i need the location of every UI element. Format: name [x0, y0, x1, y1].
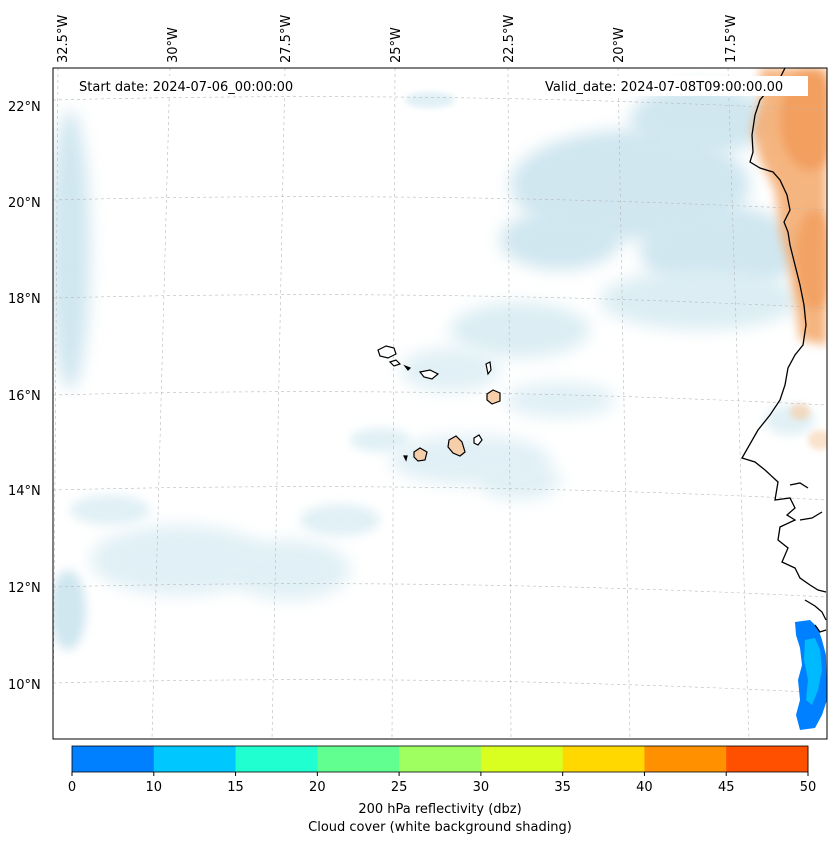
- lon-label: 22.5°W: [502, 15, 517, 63]
- colorbar-border: [71, 745, 809, 773]
- colorbar-tick-label: 40: [636, 780, 653, 795]
- colorbar-sublabel: Cloud cover (white background shading): [308, 820, 572, 835]
- colorbar-segment: [562, 746, 645, 772]
- lat-label: 12°N: [8, 581, 41, 596]
- colorbar-tick-label: 15: [227, 780, 244, 795]
- colorbar-tick-label: 30: [473, 780, 490, 795]
- latitude-labels: 22°N 20°N 18°N 16°N 14°N 12°N 10°N: [8, 100, 41, 693]
- graticule: [53, 68, 827, 739]
- colorbar-segment: [317, 746, 400, 772]
- lat-label: 18°N: [8, 292, 41, 307]
- header: Start date: 2024-07-06_00:00:00 Valid_da…: [73, 76, 808, 96]
- colorbar-segment: [480, 746, 564, 772]
- lon-label: 32.5°W: [56, 15, 71, 63]
- coastline: [741, 68, 827, 633]
- lon-label: 30°W: [166, 27, 181, 63]
- colorbar-label: 200 hPa reflectivity (dbz): [358, 802, 521, 817]
- colorbar-segment: [72, 746, 155, 772]
- colorbar-tick-label: 10: [146, 780, 163, 795]
- colorbar-segment: [153, 746, 237, 772]
- colorbar-segment: [726, 746, 809, 772]
- colorbar-tick-label: 25: [391, 780, 408, 795]
- colorbar-tick-label: 45: [718, 780, 735, 795]
- colorbar-tick-label: 20: [309, 780, 326, 795]
- lat-label: 14°N: [8, 484, 41, 499]
- lon-label: 20°W: [612, 27, 627, 63]
- lat-label: 10°N: [8, 678, 41, 693]
- colorbar-tick-label: 50: [800, 780, 817, 795]
- cloud-cover-shading: [53, 85, 815, 650]
- lat-label: 16°N: [8, 389, 41, 404]
- valid-date-label: Valid_date: 2024-07-08T09:00:00.00: [545, 80, 783, 95]
- longitude-labels: 32.5°W 30°W 27.5°W 25°W 22.5°W 20°W 17.5…: [56, 15, 739, 63]
- lat-label: 20°N: [8, 196, 41, 211]
- lat-label: 22°N: [8, 100, 41, 115]
- colorbar-segment: [399, 746, 482, 772]
- colorbar-tick-label: 35: [554, 780, 571, 795]
- colorbar-segment: [644, 746, 727, 772]
- colorbar: 0 10 15 20 25 30 35 40 45 50: [68, 745, 817, 795]
- reflectivity-area: [795, 620, 827, 730]
- colorbar-segment: [235, 746, 318, 772]
- colorbar-tick-label: 0: [68, 780, 76, 795]
- lon-label: 25°W: [389, 27, 404, 63]
- start-date-label: Start date: 2024-07-06_00:00:00: [79, 80, 293, 95]
- cape-verde-islands: [377, 345, 501, 462]
- lon-label: 27.5°W: [279, 15, 294, 63]
- lon-label: 17.5°W: [724, 15, 739, 63]
